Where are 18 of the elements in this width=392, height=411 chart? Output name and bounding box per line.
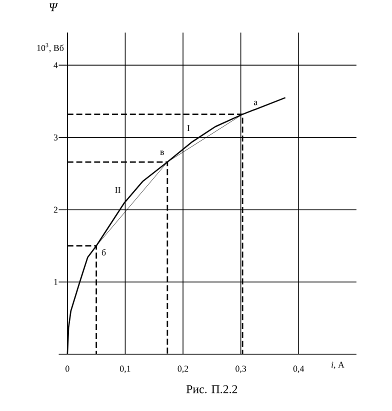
x-tick-label: 0,3	[235, 366, 246, 373]
x-tick-label: 0,2	[178, 366, 188, 373]
y-axis-title: Ψ	[49, 3, 58, 12]
annotation: б	[102, 249, 106, 256]
y-tick-label: 3	[54, 134, 58, 140]
x-tick-label: 0,4	[293, 366, 304, 373]
y-tick-label: 2	[54, 206, 58, 213]
y-tick-label: 1	[54, 279, 58, 285]
annotation: I	[187, 125, 190, 132]
x-axis-title: i, A	[331, 362, 344, 369]
annotation: 10$^{3}$, Вб	[37, 43, 64, 52]
annotation: II	[115, 186, 120, 193]
annotation: в	[160, 150, 164, 155]
y-tick-label: 4	[54, 62, 58, 68]
text: Рис. П.2.2	[186, 385, 237, 394]
annotation: а	[254, 100, 258, 106]
x-tick-label: 0	[65, 366, 70, 372]
x-tick-label: 0,1	[120, 366, 130, 373]
